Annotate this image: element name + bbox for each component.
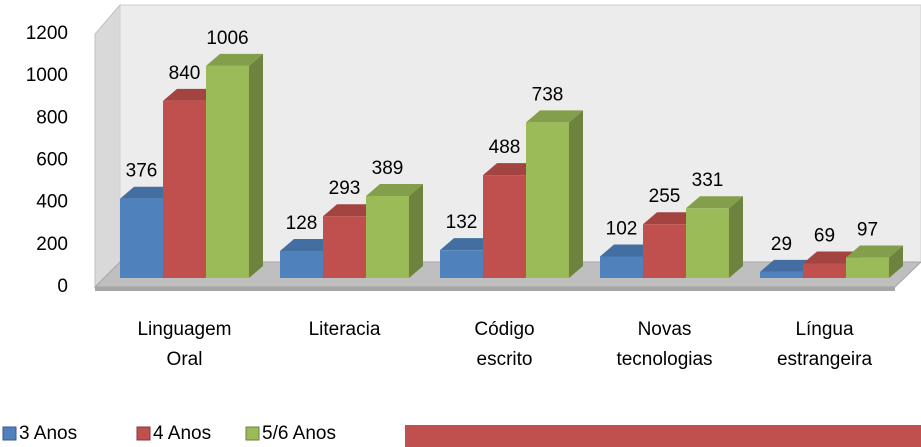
value-label: 376 (126, 161, 158, 182)
bar-side (409, 183, 423, 278)
left-wall (94, 3, 121, 289)
bar-front (760, 271, 803, 278)
bar-front (120, 198, 163, 278)
bar-top (643, 212, 700, 225)
bar (846, 245, 903, 278)
bar-top (600, 244, 657, 257)
legend-label: 4 Anos (153, 423, 211, 444)
bar-top (526, 110, 583, 123)
value-label: 132 (446, 212, 478, 233)
legend-swatch (245, 426, 260, 441)
y-tick-label: 1200 (26, 23, 68, 44)
x-tick-label: Língua estrangeira (776, 319, 873, 370)
bar-top (280, 239, 337, 252)
bar-top (120, 186, 177, 199)
bar-front (686, 208, 729, 278)
bar-front (323, 216, 366, 278)
bar-top (163, 88, 220, 101)
bar-side (889, 245, 903, 278)
bar-front (163, 100, 206, 279)
bar-top (440, 238, 497, 251)
legend-swatch (136, 426, 151, 441)
decor-bar (405, 425, 921, 447)
y-tick-label: 800 (36, 107, 68, 128)
value-label: 293 (329, 178, 361, 199)
bar-side (729, 196, 743, 278)
value-label: 389 (372, 158, 404, 179)
bar-front (643, 224, 686, 278)
bar (366, 183, 423, 278)
bar-side (569, 110, 583, 278)
y-tick-label: 600 (36, 150, 68, 171)
bar-front (280, 251, 323, 278)
bar-top (483, 163, 540, 176)
bar-front (483, 175, 526, 278)
bar-front (846, 257, 889, 278)
bar (686, 196, 743, 278)
bar-side (249, 53, 263, 278)
value-label: 102 (606, 218, 638, 239)
bar-front (600, 256, 643, 278)
x-tick-label: Literacia (308, 319, 381, 340)
value-label: 1006 (206, 28, 248, 49)
x-tick-label: Novas tecnologias (616, 319, 713, 370)
y-tick-label: 200 (36, 234, 68, 255)
bar-top (366, 183, 423, 196)
x-tick-label: Linguagem Oral (137, 319, 232, 370)
bar-top (760, 259, 817, 272)
bar-top (846, 245, 903, 258)
value-label: 488 (489, 137, 521, 158)
floor-edge (95, 287, 895, 291)
bar-front (366, 195, 409, 278)
bar-top (803, 251, 860, 264)
bar-top (323, 204, 380, 217)
value-label: 97 (857, 220, 878, 241)
legend-label: 5/6 Anos (262, 423, 336, 444)
bar (526, 110, 583, 278)
bar (206, 53, 263, 278)
bar-front (526, 122, 569, 278)
bar-front (206, 65, 249, 278)
bar-top (686, 196, 743, 209)
bar-top (206, 53, 263, 66)
value-label: 255 (649, 186, 681, 207)
value-label: 331 (692, 170, 724, 191)
y-tick-label: 400 (36, 192, 68, 213)
value-label: 69 (814, 225, 835, 246)
value-label: 738 (532, 84, 564, 105)
bar-front (803, 263, 846, 278)
value-label: 29 (771, 234, 792, 255)
value-label: 128 (286, 213, 318, 234)
y-tick-label: 1000 (26, 65, 68, 86)
legend-swatch (2, 426, 17, 441)
bar-front (440, 250, 483, 278)
x-tick-label: Código escrito (474, 319, 535, 370)
y-tick-label: 0 (57, 276, 68, 297)
value-label: 840 (169, 63, 201, 84)
legend-label: 3 Anos (19, 423, 77, 444)
